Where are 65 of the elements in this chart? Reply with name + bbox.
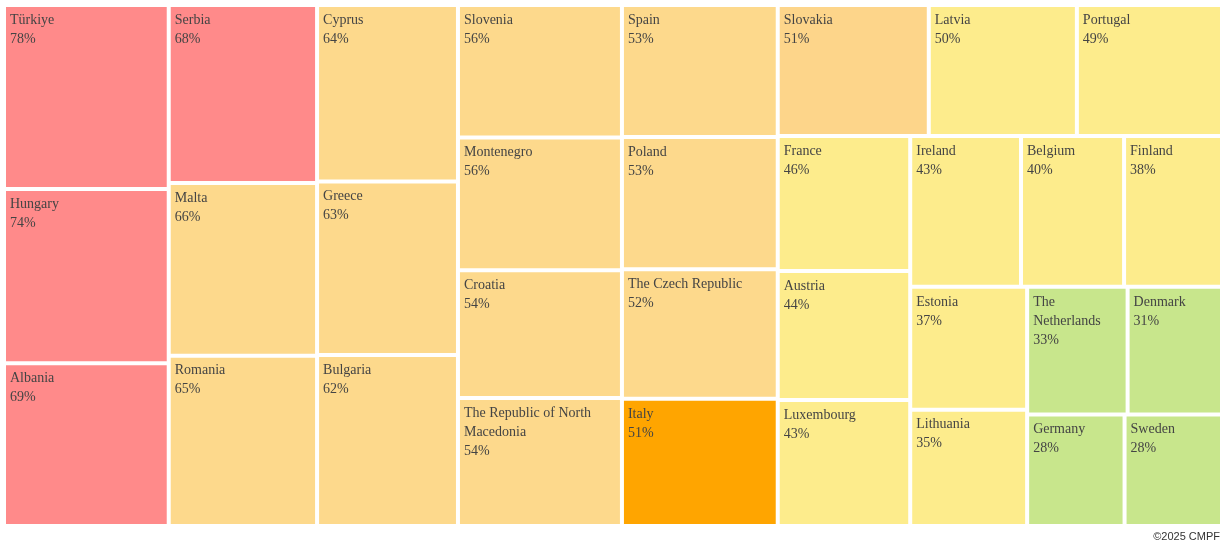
category-label: Portugal (1082, 11, 1131, 27)
data-label: 54% (463, 295, 490, 311)
data-label: 50% (934, 30, 961, 46)
category-label: Türkiye (10, 11, 55, 27)
category-label: Croatia (463, 276, 506, 292)
data-label: 33% (1033, 331, 1060, 347)
category-label: Lithuania (916, 416, 971, 432)
category-label: Slovakia (783, 11, 834, 27)
category-label: The Republic of North Macedonia (463, 404, 592, 439)
category-label: Poland (627, 143, 667, 159)
category-label: Latvia (934, 11, 972, 27)
category-label: Greece (323, 188, 363, 204)
category-label: Bulgaria (323, 361, 373, 377)
data-label: 66% (174, 208, 201, 224)
category-label: Montenegro (463, 144, 533, 160)
data-label: 38% (1130, 161, 1157, 177)
data-label: 68% (174, 30, 201, 46)
data-label: 54% (463, 442, 490, 458)
category-label: Serbia (174, 11, 212, 27)
category-label: Ireland (916, 142, 956, 158)
category-label: Romania (174, 362, 227, 378)
data-label: 63% (323, 207, 350, 223)
data-label: 56% (463, 163, 490, 179)
data-label: 37% (916, 312, 943, 328)
data-label: 69% (10, 389, 36, 405)
category-label: Malta (174, 189, 209, 205)
data-label: 62% (323, 380, 350, 396)
data-label: 56% (463, 30, 490, 46)
category-label: Sweden (1130, 421, 1175, 437)
data-label: 43% (783, 425, 810, 441)
data-label: 51% (627, 424, 654, 440)
data-label: 52% (627, 294, 654, 310)
data-label: 40% (1027, 161, 1054, 177)
category-label: Denmark (1133, 293, 1186, 309)
data-label: 44% (783, 296, 810, 312)
data-label: 46% (783, 161, 810, 177)
category-label: Cyprus (323, 11, 364, 27)
category-label: The Netherlands (1033, 293, 1101, 328)
data-label: 28% (1130, 440, 1157, 456)
data-label: 65% (174, 381, 201, 397)
data-label: 74% (10, 214, 36, 230)
category-label: Albania (10, 370, 56, 386)
category-label: Belgium (1027, 142, 1076, 158)
category-label: Germany (1033, 421, 1086, 437)
category-label: Estonia (916, 293, 959, 309)
data-label: 53% (627, 162, 654, 178)
category-label: Luxembourg (783, 406, 856, 422)
category-label: Italy (627, 405, 654, 421)
data-label: 43% (916, 161, 943, 177)
category-label: Slovenia (463, 11, 514, 27)
data-label: 53% (627, 30, 654, 46)
data-label: 35% (916, 435, 943, 451)
data-label: 78% (10, 30, 36, 46)
data-label: 51% (783, 30, 810, 46)
category-label: Spain (627, 11, 660, 27)
data-label: 31% (1133, 312, 1160, 328)
category-label: Finland (1130, 142, 1173, 158)
data-label: 49% (1082, 30, 1109, 46)
category-label: Austria (783, 277, 826, 293)
data-label: 64% (323, 30, 350, 46)
category-label: Hungary (10, 195, 59, 211)
text: ©2025 CMPF (1153, 529, 1221, 542)
data-label: 28% (1033, 440, 1060, 456)
category-label: France (783, 142, 822, 158)
category-label: The Czech Republic (627, 275, 743, 291)
